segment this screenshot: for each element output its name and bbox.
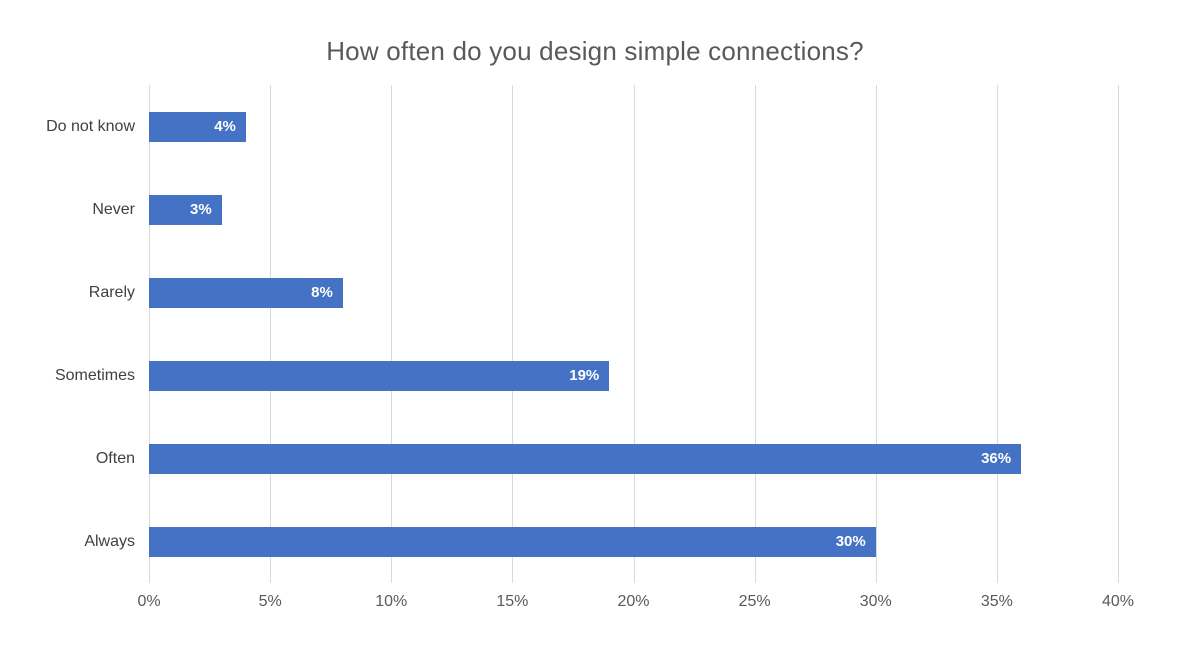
bar-often: 36% (149, 443, 1022, 474)
x-tick-label: 30% (859, 593, 892, 610)
plot-area: 4% 3% 8% 19% 36% 30% (149, 85, 1119, 583)
bar-value-label: 36% (981, 450, 1012, 467)
x-tick-label: 40% (1101, 593, 1135, 610)
x-tick-label: 20% (617, 593, 650, 610)
gridline (270, 85, 272, 583)
value-axis: 0% 5% 10% 15% 20% 25% 30% 35% 40% (137, 593, 1134, 615)
gridline (512, 85, 514, 583)
category-label: Never (92, 200, 135, 218)
category-label: Always (84, 532, 135, 550)
bar-do-not-know: 4% (149, 111, 246, 142)
bar-value-label: 8% (311, 284, 333, 301)
x-tick-label: 15% (496, 593, 529, 610)
category-label: Sometimes (54, 366, 135, 384)
bar-value-label: 19% (569, 367, 600, 384)
category-axis: Do not know Never Rarely Sometimes Often Alwa… (0, 85, 135, 583)
bar-never: 3% (149, 194, 222, 225)
bar-rarely: 8% (149, 277, 343, 308)
gridline (633, 85, 635, 583)
gridline (391, 85, 393, 583)
x-tick-label: 25% (738, 593, 771, 610)
x-tick-label: 5% (258, 593, 282, 610)
category-label: Rarely (88, 283, 135, 301)
chart-title: How often do you design simple connectio… (326, 36, 864, 66)
category-label: Often (95, 449, 135, 467)
gridline (875, 85, 877, 583)
gridline (754, 85, 756, 583)
bar-value-label: 3% (189, 201, 212, 218)
category-label: Do not know (46, 117, 135, 135)
gridline (1118, 85, 1119, 583)
bar-value-label: 30% (835, 533, 866, 550)
x-tick-label: 35% (980, 593, 1013, 610)
bar-value-label: 4% (214, 118, 236, 135)
gridline (996, 85, 998, 583)
x-tick-label: 10% (375, 593, 408, 610)
bar-always: 30% (149, 526, 876, 557)
x-tick-label: 0% (137, 593, 161, 610)
bar-sometimes: 19% (149, 360, 610, 391)
gridline (149, 85, 150, 583)
